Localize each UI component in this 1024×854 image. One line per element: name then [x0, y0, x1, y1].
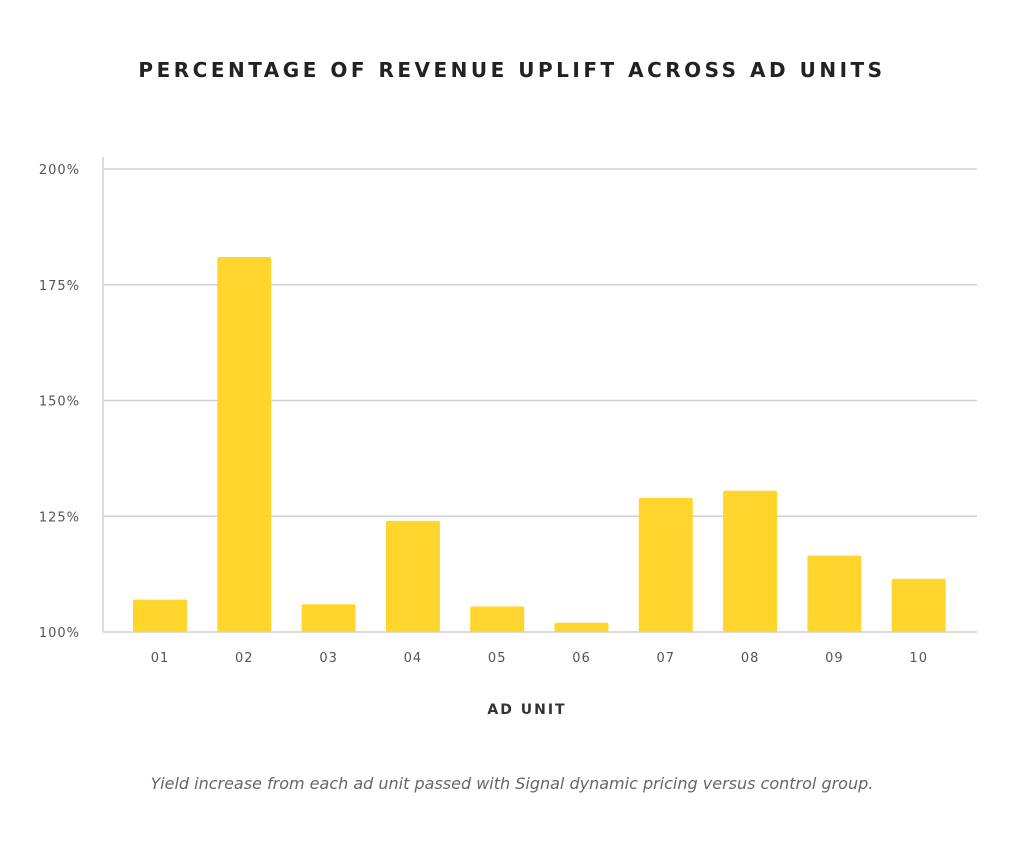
x-tick-label: 10 [909, 651, 928, 666]
x-tick-label: 05 [488, 651, 507, 666]
x-tick-label: 01 [151, 651, 170, 666]
y-tick-labels: 100% 125% 150% 175% 200% [39, 163, 80, 641]
chart-title: PERCENTAGE OF REVENUE UPLIFT ACROSS AD U… [138, 58, 886, 82]
bar-02 [217, 256, 272, 632]
y-tick-label: 125% [39, 510, 80, 525]
x-tick-label: 08 [741, 651, 760, 666]
bar-04 [385, 520, 440, 632]
x-tick-label: 04 [404, 651, 423, 666]
bar-05 [470, 606, 525, 632]
bars [133, 256, 946, 632]
y-tick-label: 150% [39, 395, 80, 410]
bar-06 [554, 622, 609, 632]
bar-07 [638, 497, 693, 632]
bar-03 [301, 604, 356, 632]
x-tick-labels: 01 02 03 04 05 06 07 08 09 10 [151, 651, 928, 666]
x-tick-label: 06 [572, 651, 591, 666]
bar-09 [807, 555, 862, 632]
x-tick-label: 03 [319, 651, 338, 666]
bar-10 [891, 578, 946, 632]
y-tick-label: 200% [39, 163, 80, 178]
x-axis-title: AD UNIT [487, 702, 566, 718]
y-tick-label: 175% [39, 279, 80, 294]
chart-caption: Yield increase from each ad unit passed … [150, 774, 874, 793]
x-tick-label: 02 [235, 651, 254, 666]
bar-08 [723, 490, 778, 632]
bar-01 [133, 599, 187, 632]
y-tick-label: 100% [39, 626, 80, 641]
x-tick-label: 09 [825, 651, 844, 666]
x-tick-label: 07 [657, 651, 676, 666]
